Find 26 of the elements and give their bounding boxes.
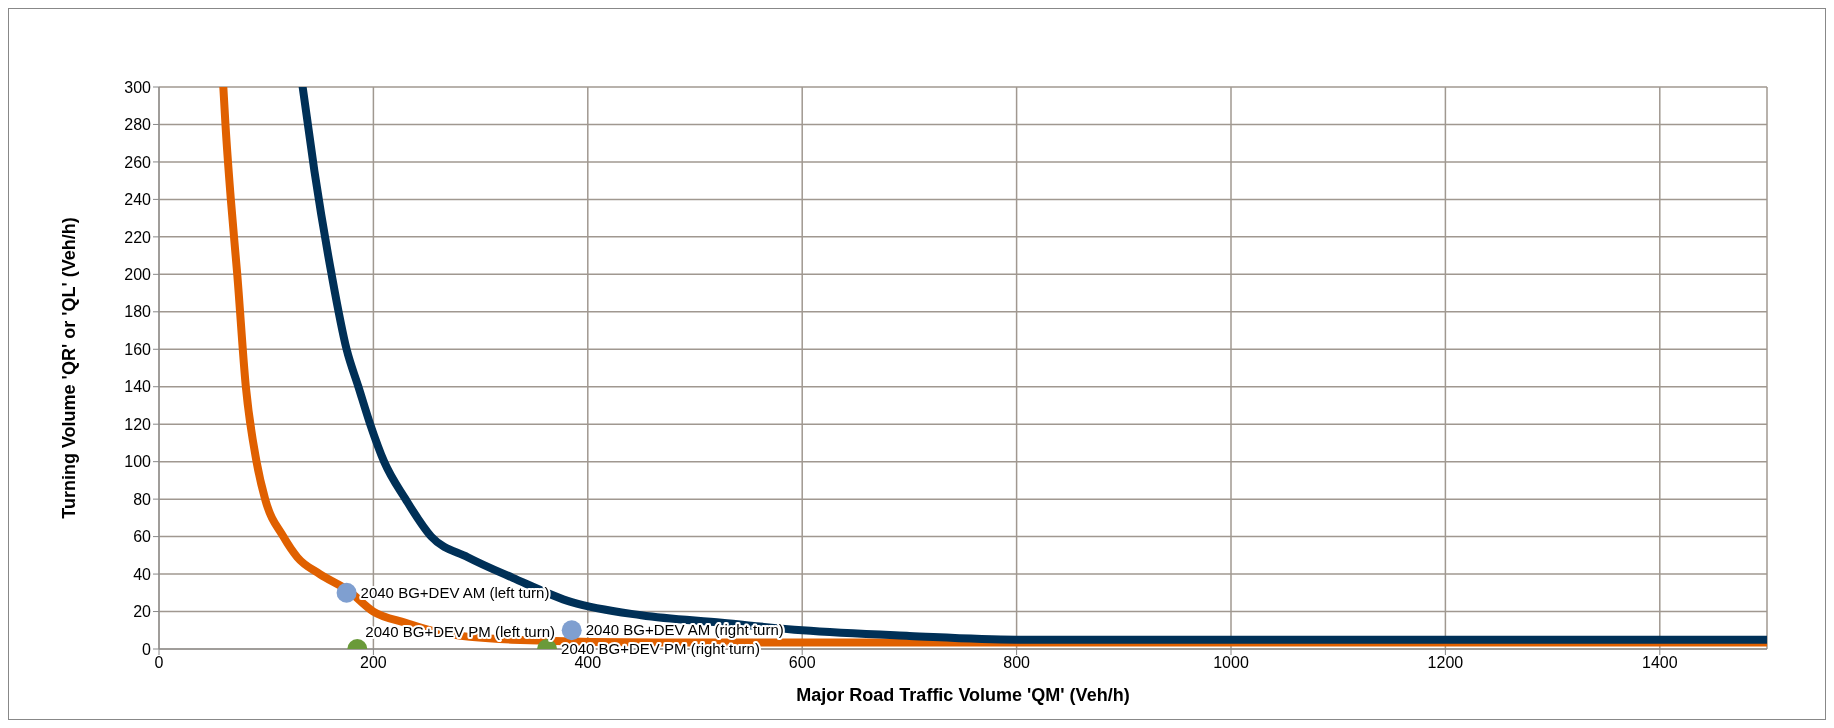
y-tick-label: 200 [124,266,152,284]
y-tick-label: 280 [124,116,152,134]
y-tick-label: 120 [124,415,152,433]
x-tick-label: 1000 [1213,654,1249,672]
y-tick-label: 40 [133,565,152,583]
y-axis-title: Turning Volume 'QR' or 'QL' (Veh/h) [59,217,80,519]
x-axis-title: Major Road Traffic Volume 'QM' (Veh/h) [796,685,1130,705]
y-tick-label: 80 [133,490,152,508]
y-tick-label: 60 [133,528,152,546]
y-tick-label: 180 [124,303,152,321]
x-tick-label: 1200 [1427,654,1464,672]
x-tick-label: 800 [1003,654,1031,672]
y-tick-label: 100 [124,453,152,471]
y-tick-label: 300 [124,78,152,96]
y-tick-label: 0 [142,640,152,658]
y-tick-label: 140 [124,378,152,396]
y-tick-label: 220 [124,228,152,246]
y-tick-label: 260 [124,153,152,171]
x-tick-label: 400 [574,654,602,672]
y-tick-label: 20 [133,603,152,621]
y-tick-label: 240 [124,191,152,209]
x-tick-label: 600 [788,654,816,672]
x-tick-label: 200 [360,654,387,672]
y-tick-label: 160 [124,340,152,358]
x-tick-label: 1400 [1642,654,1678,672]
x-tick-label: 0 [154,654,164,672]
